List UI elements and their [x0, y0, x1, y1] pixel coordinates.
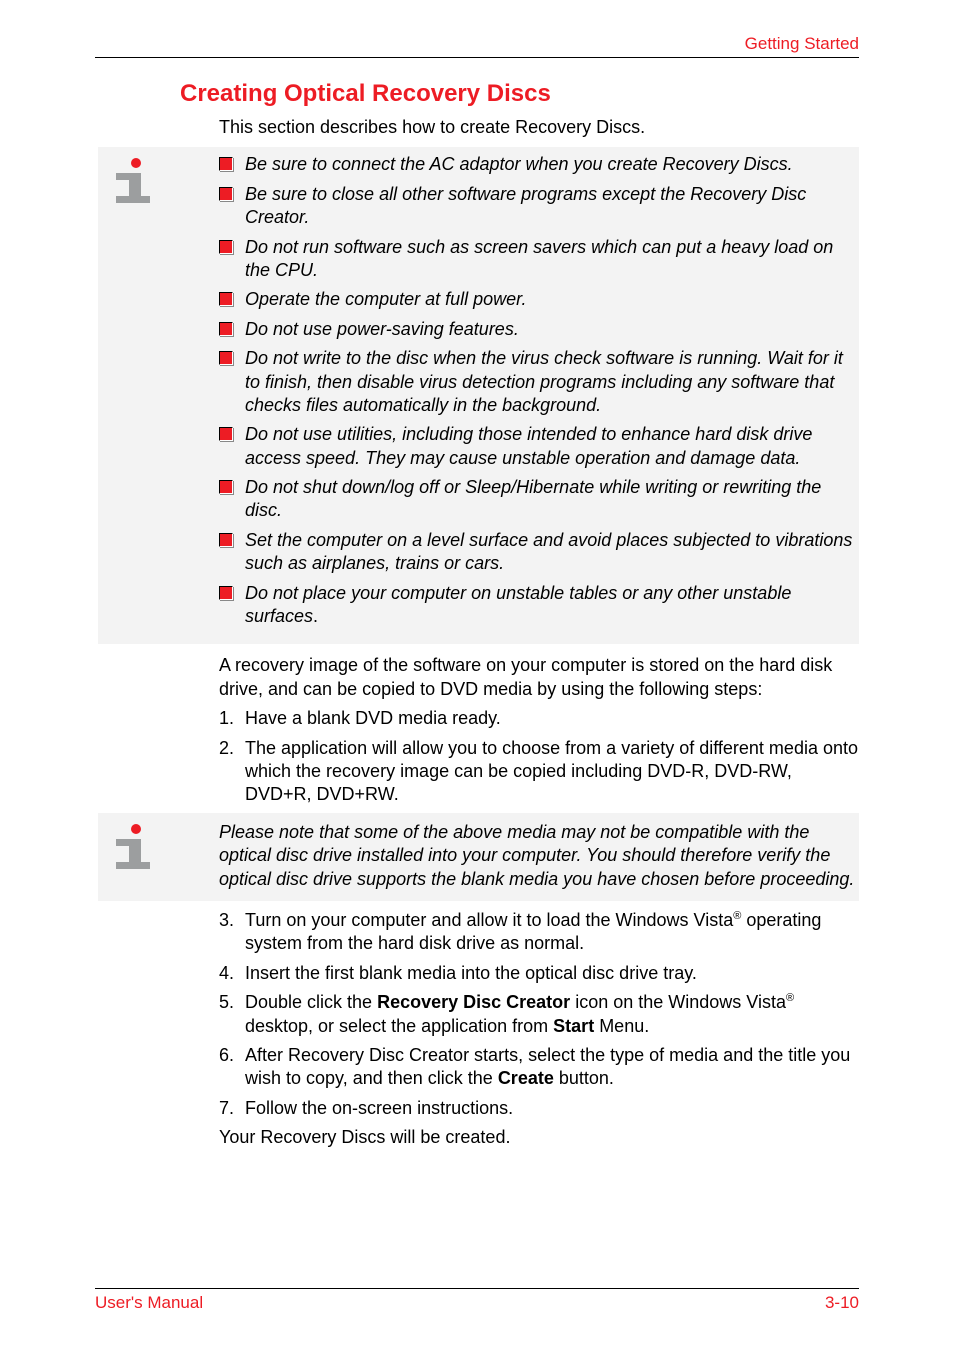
header-section: Getting Started	[745, 34, 859, 54]
ol-number: 6.	[219, 1044, 234, 1067]
ol-item: 2. The application will allow you to choo…	[219, 737, 859, 807]
bold-text: Create	[498, 1068, 554, 1088]
ol-text: Turn on your computer and allow it to lo…	[245, 910, 821, 953]
ol-text: Double click the Recovery Disc Creator i…	[245, 992, 794, 1035]
paragraph: Your Recovery Discs will be created.	[219, 1126, 859, 1149]
page: Getting Started Creating Optical Recover…	[0, 0, 954, 1351]
bullet-text: Be sure to connect the AC adaptor when y…	[245, 154, 793, 174]
bullet-text: Operate the computer at full power.	[245, 289, 526, 309]
section-heading: Creating Optical Recovery Discs	[180, 80, 859, 108]
list-item: Do not use power-saving features.	[219, 318, 859, 341]
info-icon	[108, 823, 153, 869]
list-item: Do not shut down/log off or Sleep/Hibern…	[219, 476, 859, 523]
content: Creating Optical Recovery Discs This sec…	[180, 80, 859, 1155]
list-item: Do not write to the disc when the virus …	[219, 347, 859, 417]
note-box: Please note that some of the above media…	[98, 813, 859, 901]
ol-item: 6. After Recovery Disc Creator starts, s…	[219, 1044, 859, 1091]
bullet-text: Do not run software such as screen saver…	[245, 237, 833, 280]
bullet-marker	[219, 427, 233, 441]
info-icon	[108, 157, 153, 203]
ol-item: 1. Have a blank DVD media ready.	[219, 707, 859, 730]
ol-text: Insert the first blank media into the op…	[245, 963, 697, 983]
ol-number: 2.	[219, 737, 234, 760]
period: .	[313, 606, 318, 626]
text: Turn on your computer and allow it to lo…	[245, 910, 733, 930]
bullet-marker	[219, 322, 233, 336]
list-item: Operate the computer at full power.	[219, 288, 859, 311]
bullet-marker	[219, 240, 233, 254]
list-item: Be sure to close all other software prog…	[219, 183, 859, 230]
list-item: Do not place your computer on unstable t…	[219, 582, 859, 629]
bullet-marker	[219, 480, 233, 494]
list-item: Set the computer on a level surface and …	[219, 529, 859, 576]
bullet-text: Do not place your computer on unstable t…	[245, 583, 791, 626]
header-rule	[95, 57, 859, 58]
ol-item: 5. Double click the Recovery Disc Creato…	[219, 991, 859, 1038]
bold-text: Start	[553, 1016, 594, 1036]
ol-text: Follow the on-screen instructions.	[245, 1098, 513, 1118]
ol-number: 3.	[219, 909, 234, 932]
registered-mark: ®	[786, 992, 794, 1004]
bullet-marker	[219, 533, 233, 547]
list-item: Do not run software such as screen saver…	[219, 236, 859, 283]
ol-text: The application will allow you to choose…	[245, 738, 858, 805]
ordered-list-b: 3. Turn on your computer and allow it to…	[219, 909, 859, 1120]
bullet-text: Be sure to close all other software prog…	[245, 184, 806, 227]
bold-text: Recovery Disc Creator	[377, 992, 570, 1012]
bullet-marker	[219, 187, 233, 201]
bullet-text: Do not write to the disc when the virus …	[245, 348, 843, 415]
bullet-text: Set the computer on a level surface and …	[245, 530, 852, 573]
ol-item: 4. Insert the first blank media into the …	[219, 962, 859, 985]
ol-number: 5.	[219, 991, 234, 1014]
ol-text: Have a blank DVD media ready.	[245, 708, 501, 728]
ol-item: 3. Turn on your computer and allow it to…	[219, 909, 859, 956]
text: button.	[554, 1068, 614, 1088]
bullet-marker	[219, 157, 233, 171]
list-item: Do not use utilities, including those in…	[219, 423, 859, 470]
note-text: Please note that some of the above media…	[219, 821, 859, 891]
bullet-text: Do not use utilities, including those in…	[245, 424, 812, 467]
text: Double click the	[245, 992, 377, 1012]
text: Menu.	[594, 1016, 649, 1036]
ol-item: 7. Follow the on-screen instructions.	[219, 1097, 859, 1120]
ol-text: After Recovery Disc Creator starts, sele…	[245, 1045, 850, 1088]
bullet-marker	[219, 586, 233, 600]
footer-rule	[95, 1288, 859, 1289]
bullet-text: Do not use power-saving features.	[245, 319, 519, 339]
note-box: Be sure to connect the AC adaptor when y…	[98, 147, 859, 644]
ol-number: 1.	[219, 707, 234, 730]
footer-page-number: 3-10	[825, 1293, 859, 1313]
ol-number: 4.	[219, 962, 234, 985]
text: desktop, or select the application from	[245, 1016, 553, 1036]
ordered-list-a: 1. Have a blank DVD media ready. 2. The ap…	[219, 707, 859, 807]
bullet-marker	[219, 351, 233, 365]
bullet-text: Do not shut down/log off or Sleep/Hibern…	[245, 477, 821, 520]
bullet-marker	[219, 292, 233, 306]
intro-paragraph: This section describes how to create Rec…	[219, 116, 859, 139]
note-bullet-list: Be sure to connect the AC adaptor when y…	[219, 153, 859, 628]
list-item: Be sure to connect the AC adaptor when y…	[219, 153, 859, 176]
text: icon on the Windows Vista	[570, 992, 786, 1012]
footer-left: User's Manual	[95, 1293, 203, 1313]
ol-number: 7.	[219, 1097, 234, 1120]
paragraph: A recovery image of the software on your…	[219, 654, 859, 701]
